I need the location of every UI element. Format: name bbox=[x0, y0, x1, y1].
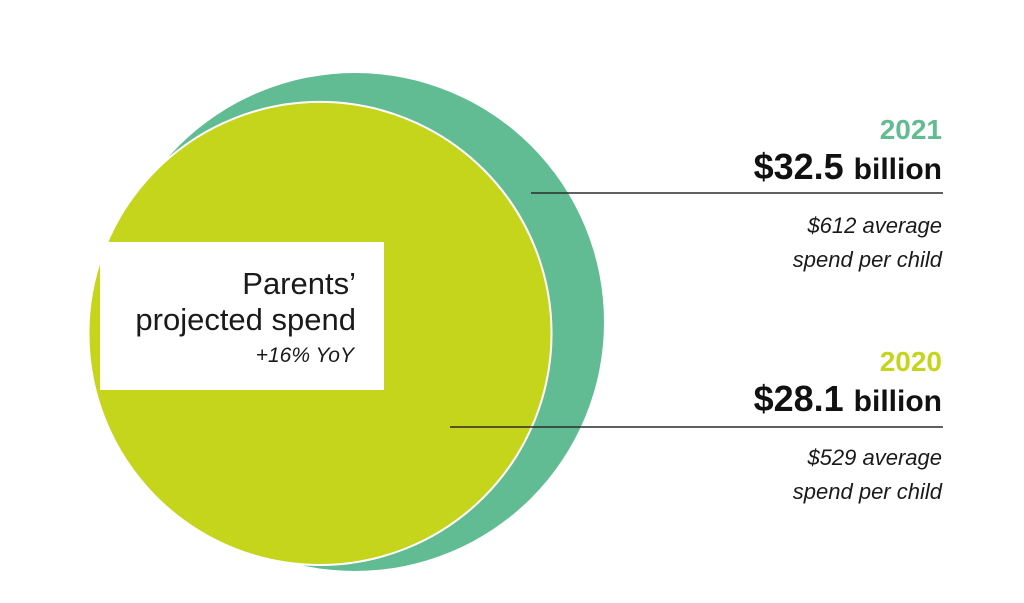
amount-unit-2020: billion bbox=[853, 385, 942, 418]
amount-unit-2021: billion bbox=[853, 153, 942, 186]
avg-spend-2021-line-1: $612 average bbox=[807, 213, 942, 238]
amount-2020: $28.1 billion bbox=[754, 378, 942, 423]
legend-2021: 2021 $32.5 billion $612 average spend pe… bbox=[754, 114, 942, 277]
yoy-change: +16% YoY bbox=[255, 344, 354, 367]
amount-2021: $32.5 billion bbox=[754, 146, 942, 191]
avg-spend-2020: $529 average spend per child bbox=[754, 441, 942, 509]
legend-2020: 2020 $28.1 billion $529 average spend pe… bbox=[754, 346, 942, 509]
year-label-2020: 2020 bbox=[879, 346, 942, 377]
avg-spend-2020-line-1: $529 average bbox=[807, 445, 942, 470]
chart-title-line-1: Parents’ bbox=[242, 266, 356, 301]
avg-spend-2021-line-2: spend per child bbox=[792, 247, 942, 272]
chart-title: Parents’ projected spend bbox=[135, 266, 356, 338]
year-label-2021: 2021 bbox=[879, 114, 942, 145]
amount-value-2020: $28.1 bbox=[753, 378, 844, 419]
avg-spend-2020-line-2: spend per child bbox=[792, 479, 942, 504]
amount-value-2021: $32.5 bbox=[753, 146, 844, 187]
chart-title-line-2: projected spend bbox=[135, 302, 356, 337]
avg-spend-2021: $612 average spend per child bbox=[754, 209, 942, 277]
chart-title-box: Parents’ projected spend +16% YoY bbox=[100, 242, 384, 390]
